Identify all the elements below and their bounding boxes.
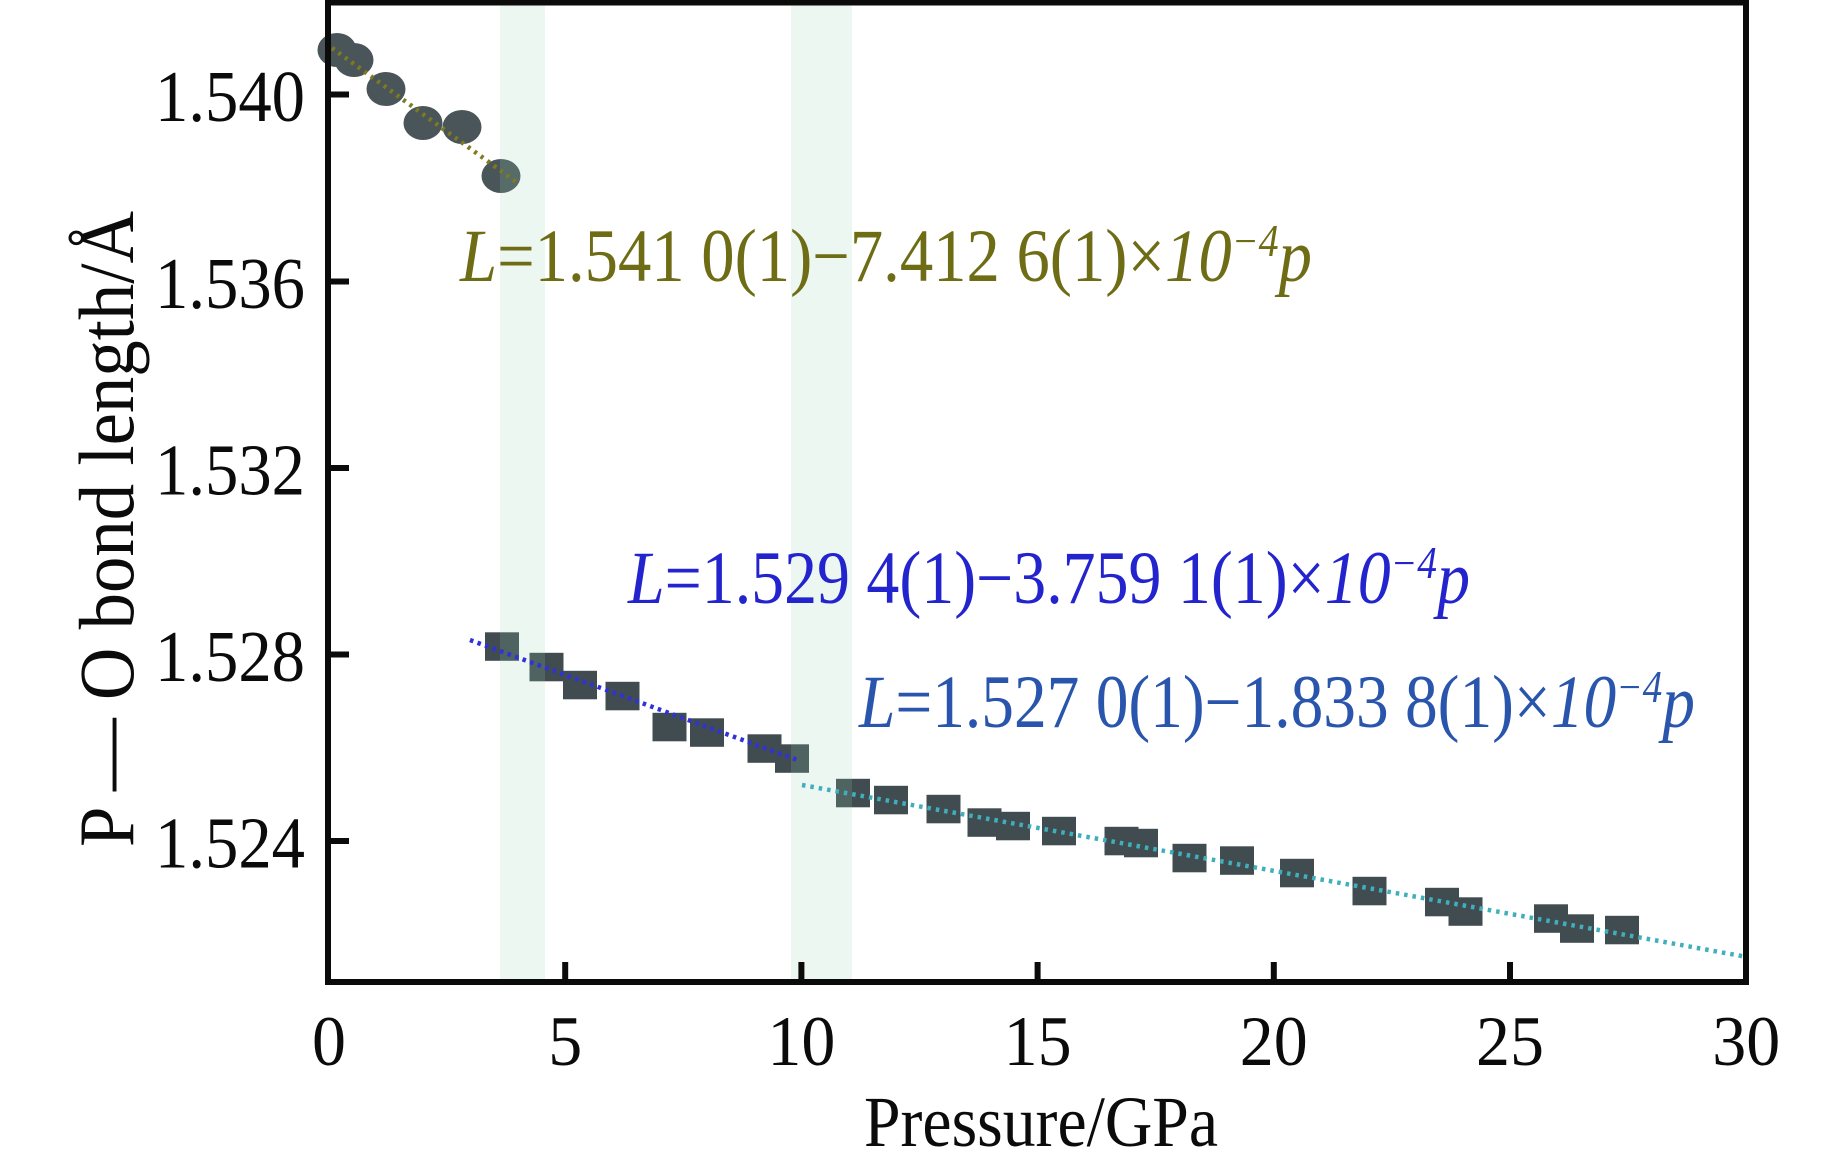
svg-text:0: 0 bbox=[312, 1003, 346, 1081]
svg-text:10: 10 bbox=[767, 1003, 835, 1081]
svg-text:1.540: 1.540 bbox=[155, 56, 305, 137]
svg-text:L=1.529 4(1)−3.759 1(1)×10−4p: L=1.529 4(1)−3.759 1(1)×10−4p bbox=[627, 537, 1470, 620]
svg-text:25: 25 bbox=[1476, 1003, 1544, 1081]
svg-text:15: 15 bbox=[1004, 1003, 1072, 1081]
svg-text:L=1.527 0(1)−1.833 8(1)×10−4p: L=1.527 0(1)−1.833 8(1)×10−4p bbox=[858, 661, 1695, 744]
svg-text:1.528: 1.528 bbox=[155, 616, 305, 697]
svg-text:1.524: 1.524 bbox=[155, 803, 305, 884]
svg-text:5: 5 bbox=[548, 1003, 582, 1081]
svg-text:L=1.541 0(1)−7.412 6(1)×10−4p: L=1.541 0(1)−7.412 6(1)×10−4p bbox=[459, 215, 1312, 298]
svg-text:P — O bond length/Å: P — O bond length/Å bbox=[63, 211, 150, 847]
svg-text:30: 30 bbox=[1712, 1003, 1780, 1081]
svg-text:20: 20 bbox=[1240, 1003, 1308, 1081]
svg-text:1.536: 1.536 bbox=[155, 243, 305, 324]
svg-text:1.532: 1.532 bbox=[155, 430, 305, 511]
svg-text:Pressure/GPa: Pressure/GPa bbox=[864, 1082, 1218, 1162]
